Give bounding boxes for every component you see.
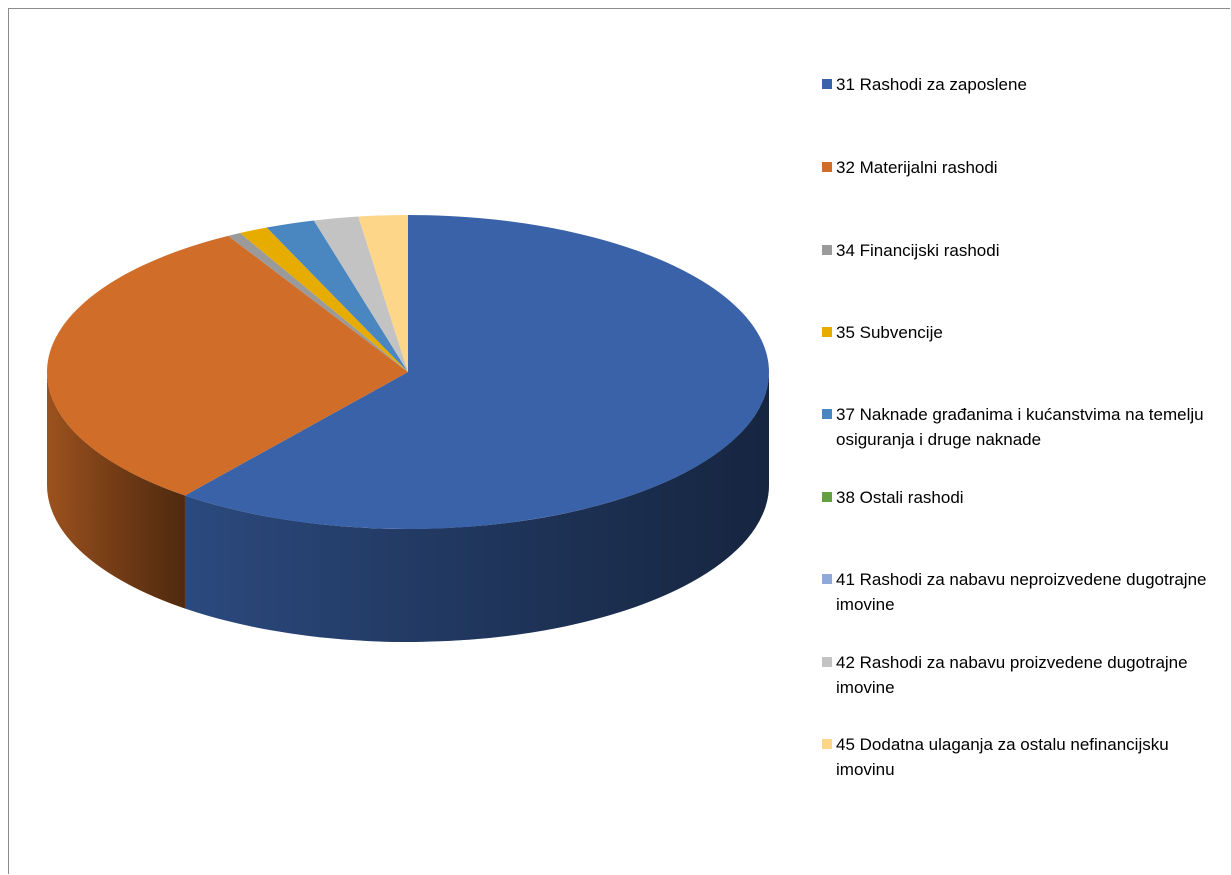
legend-item: 41 Rashodi za nabavu neproizvedene dugot… — [822, 567, 1222, 617]
legend-swatch — [822, 739, 832, 749]
legend-item: 35 Subvencije — [822, 320, 1222, 345]
pie-slice-42 — [313, 216, 408, 372]
legend-label: 37 Naknade građanima i kućanstvima na te… — [836, 405, 1204, 449]
legend-swatch — [822, 327, 832, 337]
legend-swatch — [822, 245, 832, 255]
pie-slice-45 — [358, 215, 408, 372]
legend-item: 37 Naknade građanima i kućanstvima na te… — [822, 402, 1222, 452]
legend-swatch — [822, 162, 832, 172]
pie-side-shade-32 — [46, 372, 185, 609]
legend-item: 31 Rashodi za zaposlene — [822, 72, 1222, 97]
pie-slice-31 — [184, 215, 769, 529]
pie-slice-37 — [266, 220, 408, 372]
pie-side-shade-31 — [184, 372, 769, 643]
legend-label: 42 Rashodi za nabavu proizvedene dugotra… — [836, 653, 1188, 697]
legend-label: 41 Rashodi za nabavu neproizvedene dugot… — [836, 570, 1207, 614]
pie-slice-35 — [240, 227, 408, 372]
pie-slice-32 — [46, 235, 409, 496]
legend-label: 34 Financijski rashodi — [836, 241, 1000, 260]
legend-label: 38 Ostali rashodi — [836, 488, 964, 507]
legend-swatch — [822, 79, 832, 89]
legend-item: 45 Dodatna ulaganja za ostalu nefinancij… — [822, 732, 1222, 782]
legend-swatch — [822, 409, 832, 419]
legend-swatch — [822, 492, 832, 502]
pie-slice-34 — [228, 233, 408, 372]
chart-frame — [8, 8, 1230, 874]
legend-label: 35 Subvencije — [836, 323, 943, 342]
legend-item: 42 Rashodi za nabavu proizvedene dugotra… — [822, 650, 1222, 700]
legend-item: 32 Materijalni rashodi — [822, 155, 1222, 180]
legend-item: 38 Ostali rashodi — [822, 485, 1222, 510]
legend-label: 31 Rashodi za zaposlene — [836, 75, 1027, 94]
legend-item: 34 Financijski rashodi — [822, 238, 1222, 263]
legend-label: 32 Materijalni rashodi — [836, 158, 998, 177]
legend-swatch — [822, 657, 832, 667]
legend-swatch — [822, 574, 832, 584]
legend-label: 45 Dodatna ulaganja za ostalu nefinancij… — [836, 735, 1169, 779]
